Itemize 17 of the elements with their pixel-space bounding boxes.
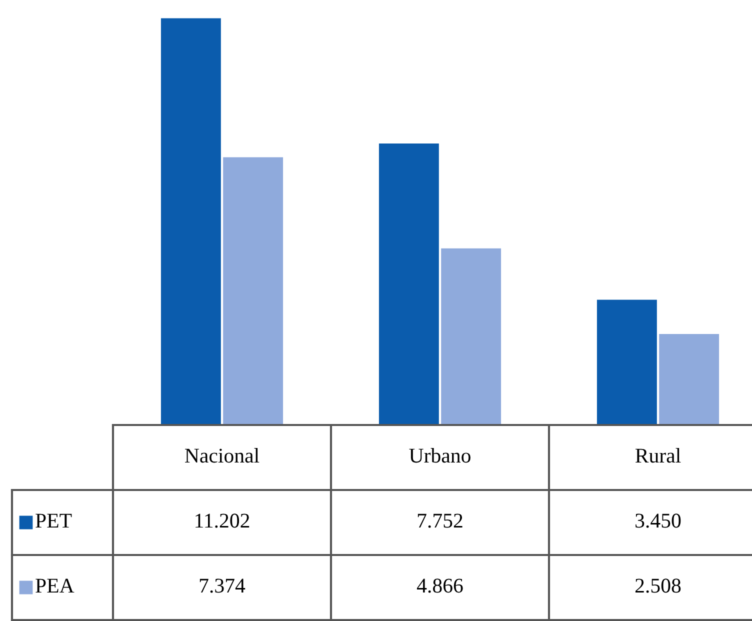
x-tick-label: Nacional — [185, 448, 260, 463]
data-label: 7.752 — [418, 514, 462, 528]
data-label: 4.866 — [416, 578, 463, 593]
x-tick-label: Rural — [635, 448, 681, 463]
bar — [378, 144, 439, 425]
bar — [596, 300, 657, 425]
bar — [659, 334, 720, 425]
data-label: 3.450 — [636, 514, 681, 528]
bar — [441, 248, 502, 425]
data-label: 7.374 — [200, 578, 246, 593]
legend-label: PET — [36, 514, 72, 528]
data-label: 11.202 — [196, 514, 250, 528]
bar — [160, 18, 221, 425]
data-label: 2.508 — [635, 578, 681, 593]
legend-label: PEA — [36, 578, 74, 593]
x-tick-label: Urbano — [409, 448, 470, 463]
bar — [223, 157, 284, 425]
